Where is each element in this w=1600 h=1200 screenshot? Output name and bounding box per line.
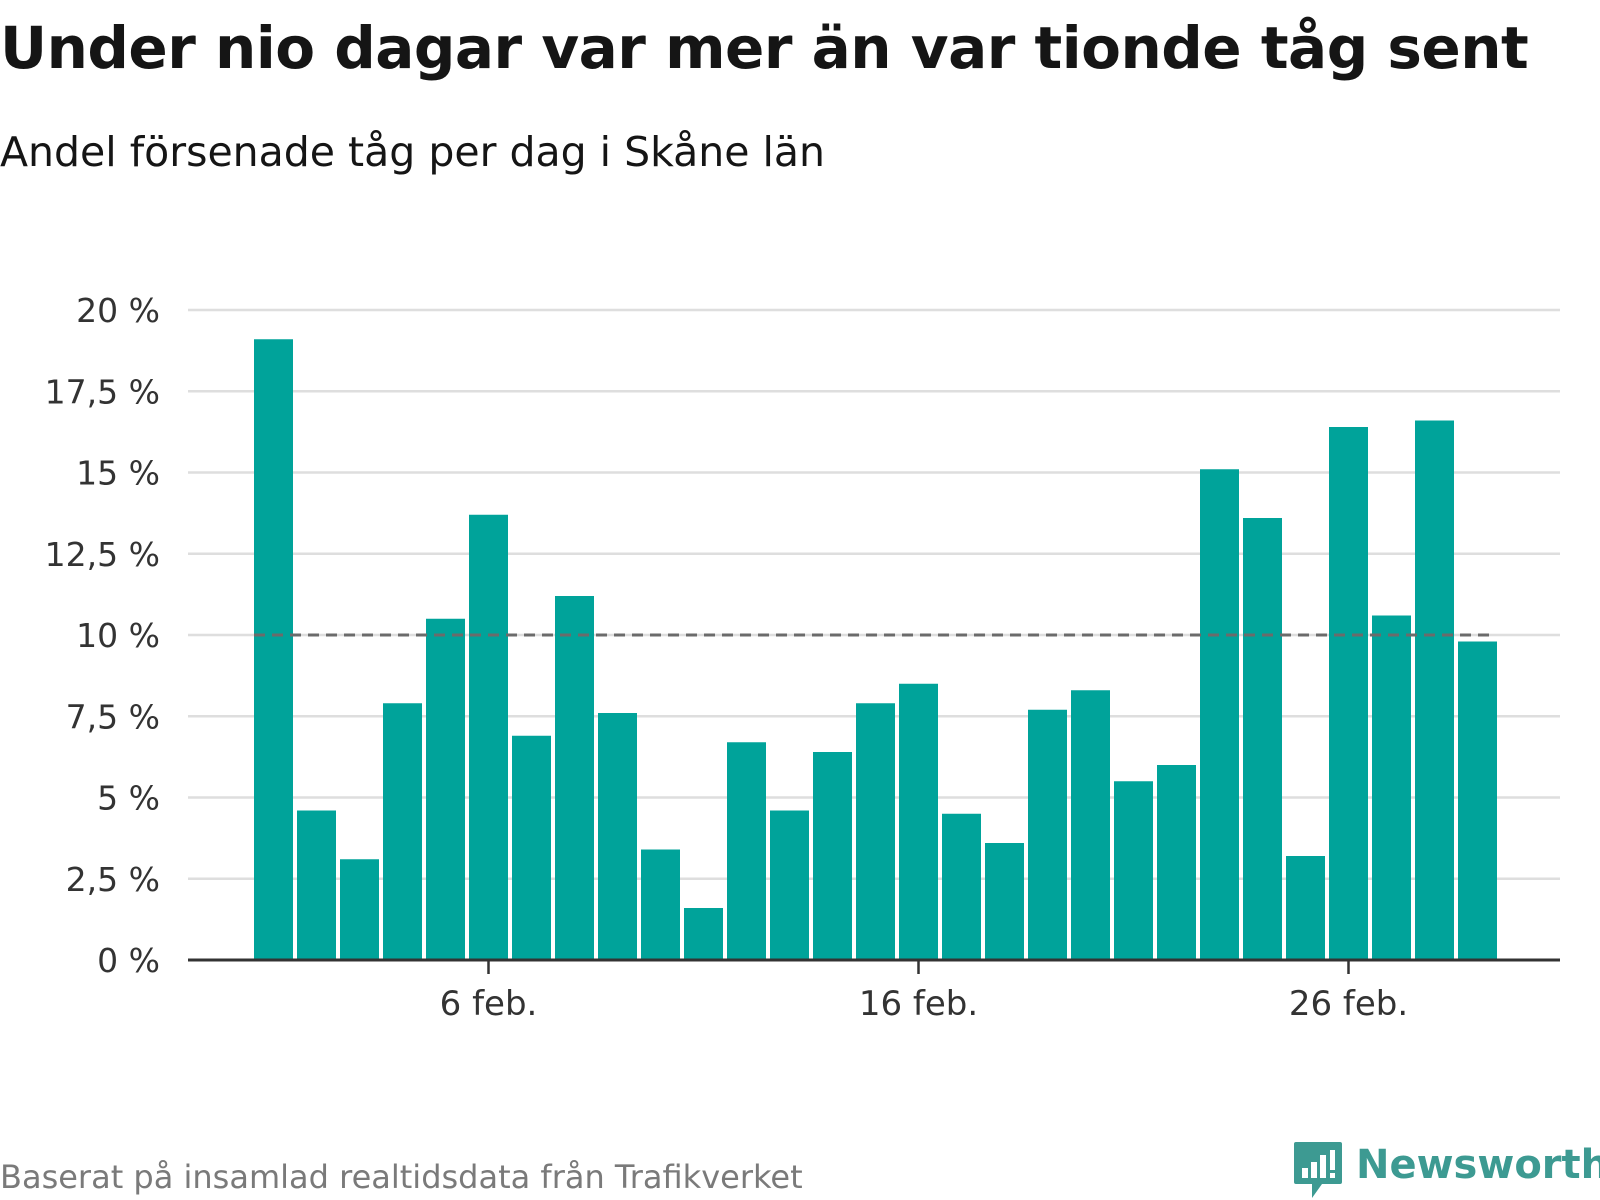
bar — [684, 908, 723, 960]
y-axis-tick-labels: 0 % 2,5 % 5 % 7,5 % 10 % 12,5 % 15 % 17,5 % 20 % — [45, 291, 160, 980]
bar — [340, 859, 379, 960]
bar — [1114, 781, 1153, 960]
bar — [555, 596, 594, 960]
newsworthy-logo-text: Newsworthy — [1356, 1142, 1600, 1188]
bar — [985, 843, 1024, 960]
y-tick-label: 5 % — [97, 779, 160, 818]
bar — [942, 813, 981, 960]
bar — [899, 683, 938, 960]
x-tick-label: 26 feb. — [1289, 984, 1408, 1024]
x-tick-label: 6 feb. — [440, 984, 538, 1024]
bar — [512, 735, 551, 960]
y-tick-label: 12,5 % — [45, 535, 160, 574]
y-tick-label: 15 % — [76, 454, 160, 493]
bar — [1415, 420, 1454, 960]
bar — [1329, 427, 1368, 960]
y-tick-label: 10 % — [76, 616, 160, 655]
bar — [1071, 690, 1110, 960]
bar — [426, 618, 465, 960]
newsworthy-logo: Newsworthy — [1292, 1140, 1600, 1200]
bar — [469, 514, 508, 960]
bar — [1157, 765, 1196, 960]
chart-title: Under nio dagar var mer än var tionde tå… — [0, 14, 1529, 82]
bar — [254, 339, 293, 960]
x-axis: 6 feb. 16 feb. 26 feb. — [188, 958, 1560, 1024]
bar — [1200, 469, 1239, 960]
bars — [254, 339, 1497, 960]
y-tick-label: 0 % — [97, 941, 160, 980]
y-tick-label: 20 % — [76, 291, 160, 330]
x-tick-label: 16 feb. — [859, 984, 978, 1024]
bar — [598, 713, 637, 960]
bar — [1458, 641, 1497, 960]
source-note: Baserat på insamlad realtidsdata från Tr… — [0, 1158, 803, 1196]
bar — [1286, 856, 1325, 960]
newsworthy-chat-chart-icon — [1294, 1142, 1342, 1198]
bar — [641, 849, 680, 960]
bar — [770, 810, 809, 960]
chart-subtitle: Andel försenade tåg per dag i Skåne län — [0, 128, 826, 176]
bar — [1372, 615, 1411, 960]
y-tick-label: 7,5 % — [66, 697, 160, 736]
bar — [856, 703, 895, 960]
bar — [297, 810, 336, 960]
bar — [813, 752, 852, 960]
bar — [1243, 518, 1282, 960]
bar — [383, 703, 422, 960]
y-tick-label: 2,5 % — [66, 860, 160, 899]
bar-chart: 0 % 2,5 % 5 % 7,5 % 10 % 12,5 % 15 % 17,5 % 20 %… — [45, 291, 1560, 1024]
bar — [1028, 709, 1067, 960]
y-tick-label: 17,5 % — [45, 372, 160, 411]
bar — [727, 742, 766, 960]
